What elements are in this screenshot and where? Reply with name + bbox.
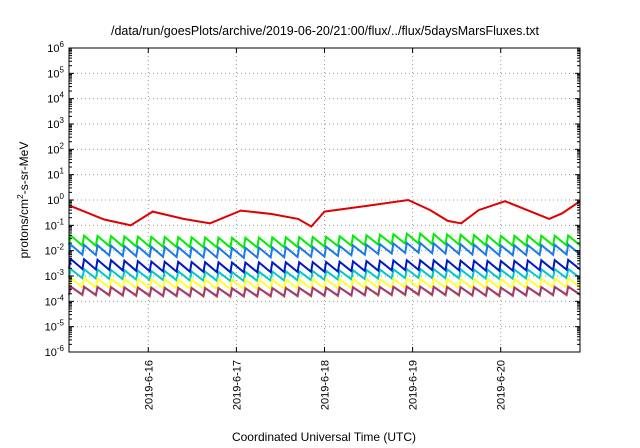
y-axis-label-part2: -s-sr-MeV — [17, 142, 31, 195]
data-series — [68, 198, 581, 299]
y-tick-label: 106 — [47, 40, 64, 55]
x-tick-label: 2019-6-19 — [408, 360, 420, 410]
x-axis-label: Coordinated Universal Time (UTC) — [232, 430, 416, 444]
series-line-4 — [68, 256, 581, 275]
y-tick-label: 10-4 — [45, 293, 65, 308]
y-axis-label: protons/cm2-s-sr-MeV — [15, 142, 31, 259]
y-tick-label: 10-2 — [45, 243, 65, 258]
y-tick-label: 105 — [47, 65, 64, 80]
series-line-0 — [68, 198, 581, 228]
series-line-1 — [68, 231, 581, 250]
y-axis-label-sup: 2 — [15, 194, 25, 199]
y-tick-label: 10-5 — [45, 319, 65, 334]
x-tick-label: 2019-6-16 — [143, 360, 155, 410]
y-tick-label: 102 — [47, 141, 64, 156]
grid-lines — [69, 48, 580, 352]
series-line-7 — [68, 285, 581, 298]
y-axis-label-part1: protons/cm — [17, 199, 31, 258]
chart-title: /data/run/goesPlots/archive/2019-06-20/2… — [111, 24, 540, 38]
series-line-3 — [68, 267, 581, 283]
y-tick-label: 103 — [47, 116, 64, 131]
y-tick-label: 10-6 — [45, 344, 65, 359]
y-tick-label: 10-3 — [45, 268, 65, 283]
y-axis-ticks: 10-6 10-5 10-4 10-3 10-2 10-1 100 101 102 103 104 1… — [45, 40, 580, 359]
x-axis-ticks: 2019-6-16 2019-6-17 2019-6-18 2019-6-19 2019… — [143, 48, 508, 410]
series-line-2 — [68, 240, 581, 260]
x-tick-label: 2019-6-18 — [320, 360, 332, 410]
y-tick-label: 10-1 — [45, 217, 65, 232]
y-tick-label: 104 — [47, 91, 64, 106]
x-tick-label: 2019-6-20 — [496, 360, 508, 410]
x-tick-label: 2019-6-17 — [231, 360, 243, 410]
y-tick-label: 100 — [47, 192, 64, 207]
series-line-5 — [68, 275, 581, 291]
y-tick-label: 101 — [47, 167, 64, 182]
